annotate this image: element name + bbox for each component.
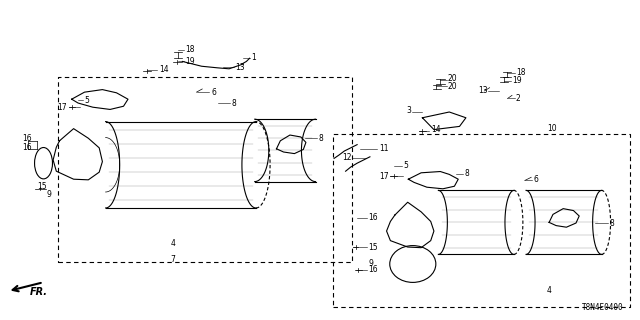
Text: 6: 6 — [211, 88, 216, 97]
Text: 10: 10 — [547, 124, 557, 133]
Text: T8N4E0400: T8N4E0400 — [582, 303, 624, 312]
Text: 15: 15 — [369, 243, 378, 252]
Text: 16: 16 — [22, 134, 32, 143]
Text: 11: 11 — [379, 144, 388, 153]
Text: 8: 8 — [232, 99, 236, 108]
Text: 9: 9 — [46, 190, 51, 199]
Text: 4: 4 — [547, 286, 552, 295]
Text: 20: 20 — [448, 74, 458, 83]
Text: 9: 9 — [369, 260, 374, 268]
Text: 15: 15 — [37, 182, 47, 191]
Text: 18: 18 — [186, 45, 195, 54]
Text: 16: 16 — [22, 143, 32, 152]
Text: 6: 6 — [534, 175, 539, 184]
Text: 8: 8 — [465, 169, 469, 178]
Text: 2: 2 — [516, 94, 520, 103]
Text: 16: 16 — [369, 265, 378, 274]
Text: 12: 12 — [342, 153, 351, 162]
Text: 3: 3 — [406, 106, 412, 115]
Text: 17: 17 — [380, 172, 389, 180]
Text: 5: 5 — [403, 161, 408, 170]
Text: 14: 14 — [159, 65, 168, 74]
Text: 8: 8 — [609, 219, 614, 228]
Text: 14: 14 — [431, 125, 440, 134]
Text: 19: 19 — [186, 57, 195, 66]
Text: 5: 5 — [84, 96, 90, 105]
Text: 8: 8 — [319, 134, 323, 143]
Text: 13: 13 — [236, 63, 245, 72]
Text: 16: 16 — [369, 213, 378, 222]
Text: 13: 13 — [478, 86, 488, 95]
Text: 17: 17 — [58, 103, 67, 112]
Text: 19: 19 — [512, 76, 522, 85]
Text: 1: 1 — [252, 53, 256, 62]
Text: 7: 7 — [170, 255, 175, 264]
Text: FR.: FR. — [29, 287, 47, 297]
Text: 18: 18 — [516, 68, 525, 76]
Text: 4: 4 — [170, 239, 175, 248]
Text: 20: 20 — [448, 82, 458, 91]
